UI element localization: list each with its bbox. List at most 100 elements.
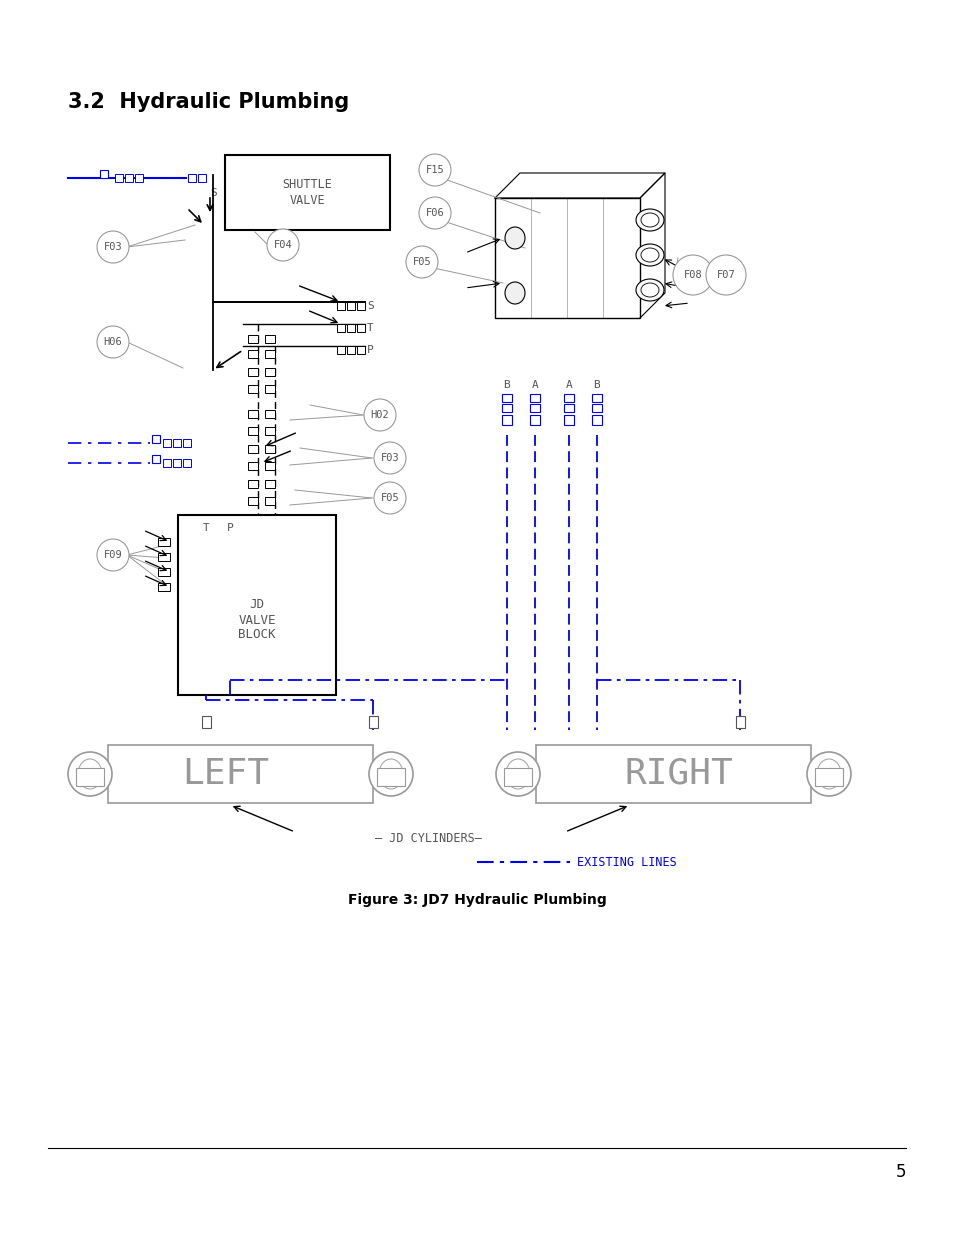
- Text: T: T: [202, 522, 209, 534]
- Bar: [163, 438, 171, 447]
- Circle shape: [496, 752, 539, 797]
- Bar: [265, 350, 274, 358]
- Bar: [183, 438, 191, 447]
- Bar: [265, 335, 274, 343]
- Text: F03: F03: [380, 453, 399, 463]
- Text: H06: H06: [104, 337, 122, 347]
- Circle shape: [374, 482, 406, 514]
- Bar: [356, 303, 365, 310]
- Bar: [188, 174, 195, 182]
- Text: H02: H02: [370, 410, 389, 420]
- Ellipse shape: [636, 209, 663, 231]
- Text: 5: 5: [895, 1163, 905, 1181]
- Bar: [248, 385, 257, 393]
- Ellipse shape: [636, 245, 663, 266]
- Bar: [265, 496, 274, 505]
- Bar: [501, 404, 512, 412]
- Bar: [536, 745, 810, 803]
- Bar: [158, 538, 170, 546]
- Circle shape: [806, 752, 850, 797]
- Bar: [225, 156, 390, 230]
- Ellipse shape: [636, 279, 663, 301]
- Text: RIGHT: RIGHT: [623, 757, 732, 790]
- Text: F08: F08: [683, 270, 701, 280]
- Text: F03: F03: [104, 242, 122, 252]
- Text: SHUTTLE
VALVE: SHUTTLE VALVE: [282, 179, 332, 206]
- Text: F04: F04: [274, 240, 292, 249]
- Circle shape: [68, 752, 112, 797]
- Bar: [347, 346, 355, 354]
- Bar: [265, 445, 274, 453]
- Ellipse shape: [504, 227, 524, 249]
- Bar: [592, 415, 601, 425]
- Bar: [108, 745, 373, 803]
- Bar: [503, 768, 532, 785]
- Bar: [265, 410, 274, 417]
- Bar: [592, 404, 601, 412]
- Circle shape: [267, 228, 298, 261]
- Bar: [336, 346, 345, 354]
- Circle shape: [418, 154, 451, 186]
- Ellipse shape: [640, 283, 659, 296]
- Bar: [369, 716, 377, 727]
- Bar: [347, 324, 355, 332]
- Bar: [115, 174, 123, 182]
- Circle shape: [97, 231, 129, 263]
- Bar: [336, 324, 345, 332]
- Text: LEFT: LEFT: [182, 757, 269, 790]
- Bar: [563, 415, 574, 425]
- Bar: [248, 445, 257, 453]
- Circle shape: [418, 198, 451, 228]
- Ellipse shape: [78, 760, 102, 789]
- Bar: [265, 368, 274, 375]
- Text: F09: F09: [104, 550, 122, 559]
- Text: F06: F06: [425, 207, 444, 219]
- Text: — JD CYLINDERS—: — JD CYLINDERS—: [375, 831, 481, 845]
- Bar: [592, 394, 601, 403]
- Ellipse shape: [816, 760, 841, 789]
- Text: 3.2  Hydraulic Plumbing: 3.2 Hydraulic Plumbing: [68, 91, 349, 112]
- Text: F05: F05: [413, 257, 431, 267]
- Bar: [100, 170, 108, 178]
- Bar: [198, 174, 206, 182]
- Bar: [158, 553, 170, 561]
- Bar: [158, 568, 170, 576]
- Bar: [347, 303, 355, 310]
- Bar: [248, 480, 257, 488]
- Bar: [501, 415, 512, 425]
- Bar: [202, 716, 211, 727]
- Bar: [248, 410, 257, 417]
- Bar: [248, 496, 257, 505]
- Text: T: T: [367, 324, 374, 333]
- Text: S: S: [210, 188, 216, 198]
- Bar: [356, 324, 365, 332]
- Circle shape: [97, 538, 129, 571]
- Text: F07: F07: [716, 270, 735, 280]
- Bar: [158, 583, 170, 592]
- Bar: [248, 462, 257, 471]
- Bar: [125, 174, 132, 182]
- Text: F15: F15: [425, 165, 444, 175]
- Bar: [178, 515, 335, 695]
- Circle shape: [406, 246, 437, 278]
- Bar: [814, 768, 842, 785]
- Circle shape: [374, 442, 406, 474]
- Bar: [248, 368, 257, 375]
- Bar: [172, 438, 181, 447]
- Bar: [265, 385, 274, 393]
- Bar: [248, 427, 257, 435]
- Bar: [501, 394, 512, 403]
- Circle shape: [705, 254, 745, 295]
- Bar: [152, 435, 160, 443]
- Text: A: A: [531, 380, 537, 390]
- Circle shape: [672, 254, 712, 295]
- Text: A: A: [565, 380, 572, 390]
- Bar: [530, 415, 539, 425]
- Bar: [163, 459, 171, 467]
- Text: B: B: [593, 380, 599, 390]
- Bar: [183, 459, 191, 467]
- Bar: [248, 350, 257, 358]
- Text: S: S: [367, 301, 374, 311]
- Bar: [135, 174, 143, 182]
- Bar: [530, 394, 539, 403]
